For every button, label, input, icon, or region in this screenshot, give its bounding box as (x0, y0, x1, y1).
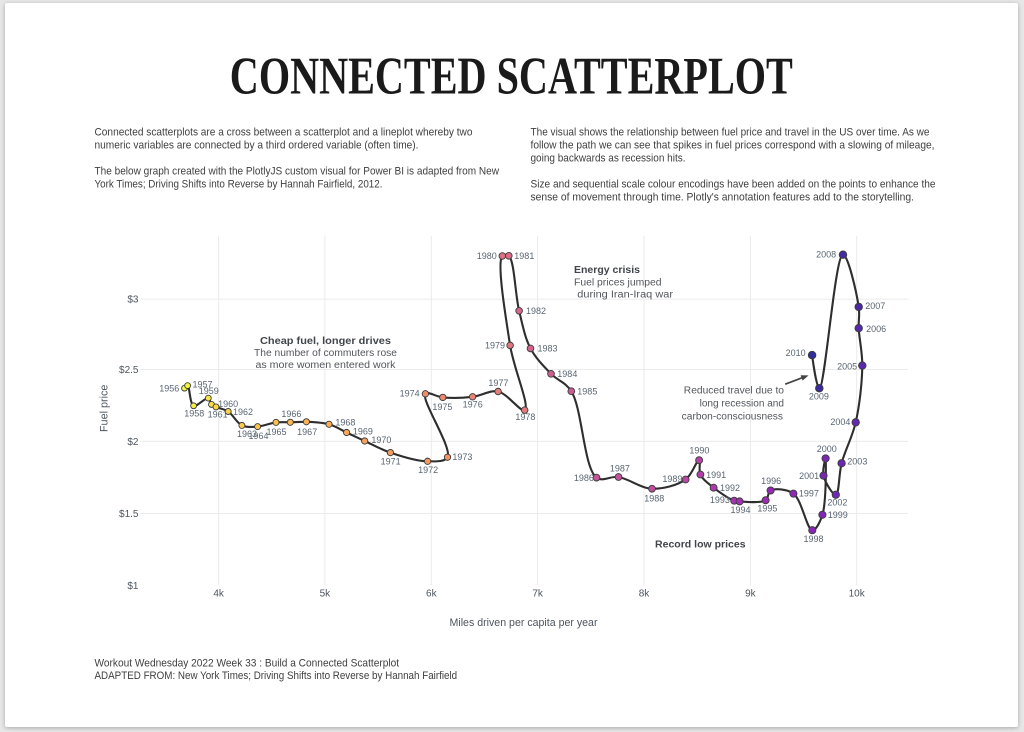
svg-text:Miles driven per capita per ye: Miles driven per capita per year (450, 617, 598, 629)
svg-text:4k: 4k (213, 588, 225, 599)
svg-text:$1.5: $1.5 (119, 509, 139, 520)
svg-text:2005: 2005 (837, 361, 857, 371)
svg-text:1972: 1972 (418, 465, 438, 475)
svg-text:1976: 1976 (463, 400, 483, 410)
svg-text:Record low prices: Record low prices (655, 540, 746, 551)
svg-text:1967: 1967 (297, 427, 317, 437)
svg-text:1986: 1986 (574, 473, 594, 483)
svg-text:5k: 5k (320, 588, 332, 599)
svg-text:2008: 2008 (816, 249, 836, 259)
svg-text:1989: 1989 (662, 474, 682, 484)
svg-text:1973: 1973 (452, 452, 472, 462)
svg-text:Energy crisis: Energy crisis (574, 265, 640, 276)
svg-text:1964: 1964 (248, 431, 268, 441)
svg-text:Cheap fuel, longer drives: Cheap fuel, longer drives (260, 336, 391, 347)
svg-text:1997: 1997 (799, 488, 819, 498)
svg-text:Fuel price: Fuel price (99, 385, 111, 433)
svg-text:as more women entered work: as more women entered work (256, 360, 397, 371)
svg-text:1987: 1987 (610, 464, 630, 474)
svg-text:2002: 2002 (827, 498, 847, 508)
svg-text:1969: 1969 (353, 426, 373, 436)
svg-text:1983: 1983 (538, 344, 558, 354)
svg-text:9k: 9k (745, 588, 757, 599)
svg-text:2000: 2000 (817, 444, 837, 454)
svg-text:1975: 1975 (432, 402, 452, 412)
svg-text:1965: 1965 (266, 427, 286, 437)
svg-text:Size and sequential scale colo: Size and sequential scale colour encodin… (531, 178, 936, 190)
svg-text:1962: 1962 (233, 407, 253, 417)
svg-text:1977: 1977 (488, 378, 508, 388)
svg-text:1968: 1968 (335, 418, 355, 428)
svg-text:1999: 1999 (828, 510, 848, 520)
svg-text:$2: $2 (127, 437, 139, 448)
svg-text:ADAPTED FROM: New York Times;: ADAPTED FROM: New York Times; Driving Sh… (95, 670, 458, 682)
svg-text:1961: 1961 (208, 410, 228, 420)
svg-text:1995: 1995 (757, 504, 777, 514)
svg-text:1956: 1956 (159, 383, 179, 393)
svg-text:1980: 1980 (477, 251, 497, 261)
svg-text:1996: 1996 (761, 476, 781, 486)
svg-text:1988: 1988 (644, 494, 664, 504)
svg-text:2009: 2009 (809, 391, 829, 401)
svg-text:1959: 1959 (199, 386, 219, 396)
svg-text:going backwards as recession h: going backwards as recession hits. (531, 152, 686, 164)
svg-text:10k: 10k (849, 588, 866, 599)
svg-text:during Iran-Iraq war: during Iran-Iraq war (577, 289, 673, 300)
svg-text:2001: 2001 (799, 471, 819, 481)
svg-text:8k: 8k (639, 588, 651, 599)
svg-text:1966: 1966 (281, 409, 301, 419)
svg-text:The number of commuters rose: The number of commuters rose (254, 348, 397, 359)
svg-text:1958: 1958 (184, 409, 204, 419)
svg-text:1984: 1984 (557, 369, 577, 379)
svg-text:1974: 1974 (400, 389, 420, 399)
svg-text:2003: 2003 (847, 456, 867, 466)
svg-text:Workout Wednesday 2022 Week 33: Workout Wednesday 2022 Week 33 : Build a… (95, 657, 400, 669)
svg-text:CONNECTED SCATTERPLOT: CONNECTED SCATTERPLOT (230, 48, 793, 106)
svg-text:1960: 1960 (218, 399, 238, 409)
svg-text:York Times; Driving Shifts int: York Times; Driving Shifts into Reverse … (95, 178, 383, 190)
svg-text:1993: 1993 (710, 495, 730, 505)
svg-text:The visual shows the relations: The visual shows the relationship betwee… (531, 126, 930, 138)
svg-text:2004: 2004 (830, 417, 850, 427)
svg-text:Fuel prices jumped: Fuel prices jumped (574, 278, 662, 289)
svg-text:numeric variables are connecte: numeric variables are connected by a thi… (95, 139, 419, 151)
svg-text:1990: 1990 (689, 446, 709, 456)
svg-text:Connected scatterplots are a c: Connected scatterplots are a cross betwe… (95, 126, 473, 138)
svg-text:7k: 7k (532, 588, 544, 599)
svg-text:sense of movement through time: sense of movement through time. Plotly's… (531, 191, 915, 203)
svg-text:$2.5: $2.5 (119, 365, 139, 376)
svg-text:carbon-consciousness: carbon-consciousness (682, 411, 783, 422)
svg-text:long recession and: long recession and (700, 398, 784, 409)
svg-text:1982: 1982 (526, 306, 546, 316)
svg-text:2010: 2010 (786, 348, 806, 358)
svg-text:2006: 2006 (866, 324, 886, 334)
svg-text:1994: 1994 (730, 505, 750, 515)
svg-text:1991: 1991 (706, 470, 726, 480)
svg-text:Reduced travel due to: Reduced travel due to (684, 386, 785, 397)
svg-text:follow the path we can see tha: follow the path we can see that spikes i… (531, 139, 935, 151)
svg-text:1992: 1992 (720, 483, 740, 493)
svg-text:2007: 2007 (865, 301, 885, 311)
svg-text:1971: 1971 (381, 456, 401, 466)
svg-text:1978: 1978 (515, 412, 535, 422)
svg-text:1970: 1970 (371, 435, 391, 445)
svg-text:1963: 1963 (237, 429, 257, 439)
svg-text:1957: 1957 (193, 380, 213, 390)
svg-text:1981: 1981 (514, 251, 534, 261)
svg-text:1979: 1979 (485, 341, 505, 351)
svg-text:$1: $1 (127, 581, 139, 592)
svg-text:The below graph created with t: The below graph created with the PlotlyJ… (95, 165, 500, 177)
svg-text:6k: 6k (426, 588, 438, 599)
svg-text:1985: 1985 (577, 386, 597, 396)
svg-text:1998: 1998 (803, 534, 823, 544)
svg-text:$3: $3 (127, 295, 139, 306)
